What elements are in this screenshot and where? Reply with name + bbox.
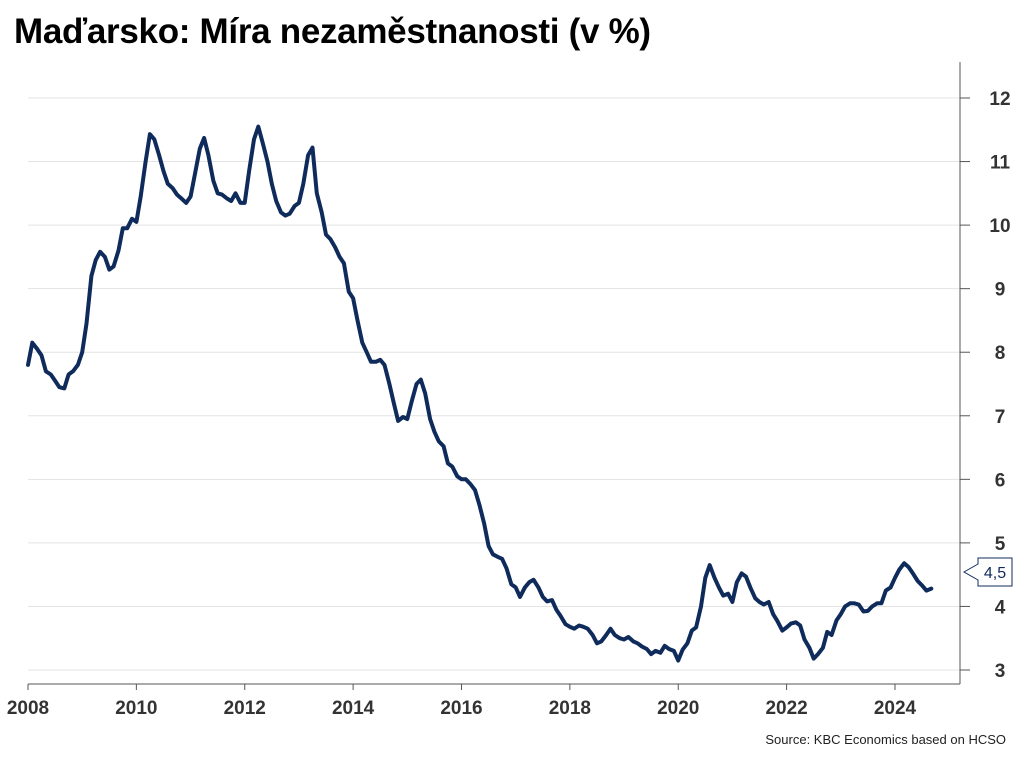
y-tick-label-10: 10 (989, 216, 1010, 237)
y-tick-label-9: 9 (995, 280, 1006, 301)
gridlines (28, 97, 960, 671)
x-tick-label-2022: 2022 (765, 698, 807, 719)
y-tick-label-8: 8 (995, 343, 1006, 364)
y-tick-label-11: 11 (990, 153, 1011, 174)
last-value-callout (962, 557, 1013, 587)
x-tick-label-2018: 2018 (549, 698, 591, 719)
x-tick-label-2014: 2014 (332, 698, 375, 719)
x-tick-label-2016: 2016 (440, 698, 482, 719)
last-value-marker: 4,5 (962, 557, 1013, 587)
x-axis-ticks: 2008 2010 2012 2014 2016 2018 2020 2022 2024 (7, 684, 917, 719)
y-tick-label-3: 3 (995, 661, 1006, 682)
y-tick-label-4: 4 (995, 597, 1006, 618)
source-note: Source: KBC Economics based on HCSO (765, 732, 1006, 747)
x-tick-label-2020: 2020 (657, 698, 699, 719)
x-tick-label-2012: 2012 (224, 698, 266, 719)
x-tick-label-2010: 2010 (115, 698, 157, 719)
y-tick-label-6: 6 (995, 470, 1006, 491)
y-tick-label-5: 5 (995, 534, 1006, 555)
axes (28, 62, 961, 685)
y-tick-label-12: 12 (989, 89, 1010, 110)
y-tick-label-7: 7 (995, 407, 1006, 428)
last-value-label: 4,5 (984, 565, 1006, 582)
series-line (26, 124, 934, 663)
series-layer (26, 124, 934, 663)
chart-title: Maďarsko: Míra nezaměstnanosti (v %) (14, 12, 651, 51)
x-tick-label-2008: 2008 (7, 698, 49, 719)
x-tick-label-2024: 2024 (874, 698, 917, 719)
y-axis-ticks: 3 4 5 6 7 8 9 10 11 12 (960, 89, 1011, 682)
